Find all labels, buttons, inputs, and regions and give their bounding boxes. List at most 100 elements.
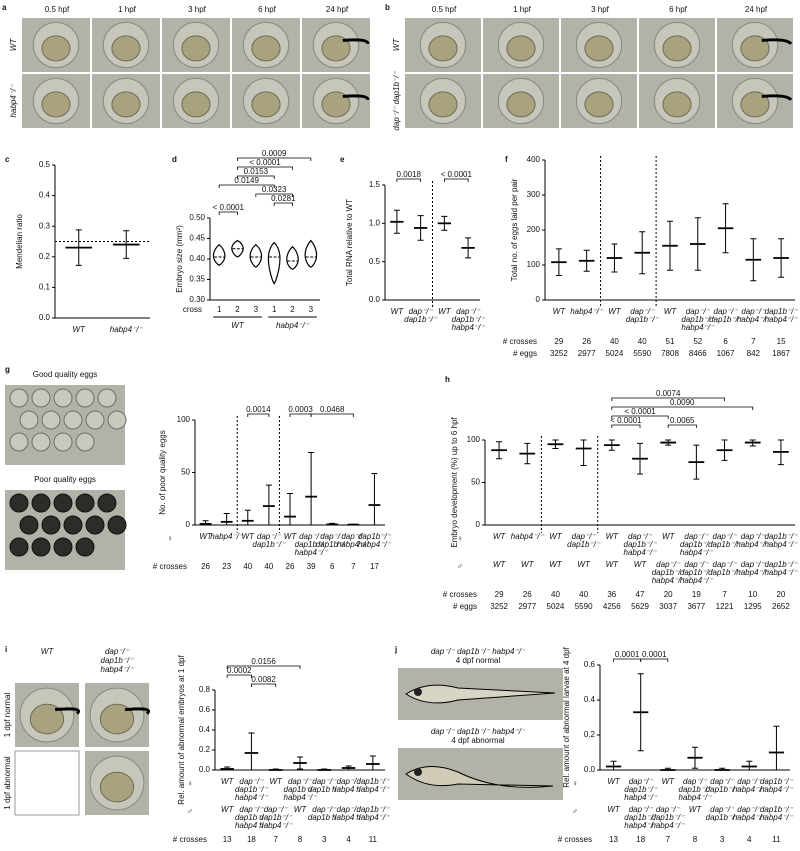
significance-bracket <box>226 674 252 678</box>
category-label: WT <box>689 805 703 814</box>
category-label: habp4⁻/⁻ <box>511 532 545 541</box>
category-label: WT <box>662 532 676 541</box>
category-label: dap⁻/⁻ <box>741 307 766 316</box>
embryo <box>251 35 281 62</box>
category-label: habp4⁻/⁻ <box>733 785 767 794</box>
category-label: dap1b⁻/⁻ <box>316 540 350 549</box>
violin <box>249 243 263 268</box>
significance-bracket <box>611 415 669 419</box>
y-tick-label: 0.40 <box>189 254 205 263</box>
row-label: 1 dpf abnormal <box>3 756 12 810</box>
embryo <box>111 91 141 118</box>
y-axis-label: Rel. amount of abnormal embryos at 1 dpf <box>177 655 186 805</box>
category-label: WT <box>606 532 620 541</box>
y-tick-label: 0 <box>476 520 481 529</box>
category-label: WT <box>493 560 507 569</box>
count-value: 26 <box>582 337 591 346</box>
category-label: dap1b⁻/⁻ <box>765 307 799 316</box>
category-label: habp4⁻/⁻ <box>765 315 799 324</box>
category-label: dap1b⁻/⁻ <box>259 813 293 822</box>
category-label: dap1b⁻/⁻ <box>652 568 686 577</box>
eye <box>414 688 422 696</box>
egg <box>63 410 83 430</box>
y-tick-label: 0.0 <box>584 765 596 774</box>
count-value: 7 <box>722 590 727 599</box>
category-label: dap1b⁻/⁻ <box>308 813 342 822</box>
category-label: WT <box>294 805 308 814</box>
significance-bracket <box>613 658 642 662</box>
category-label: habp4⁻/⁻ <box>680 548 714 557</box>
category-label: dap1b⁻/⁻ <box>760 777 794 786</box>
category-label: WT <box>662 777 676 786</box>
violin <box>212 243 226 266</box>
y-tick-label: 0.2 <box>39 252 51 261</box>
sex-label: ♀ <box>572 779 578 788</box>
category-label: dap⁻/⁻ <box>341 532 366 541</box>
count-value: 8 <box>693 835 698 844</box>
y-axis-label: Embryo development (%) up to 6 hpf <box>450 417 459 548</box>
count-value: 26 <box>201 562 210 571</box>
category-label: WT <box>577 560 591 569</box>
category-label: WT <box>634 560 648 569</box>
embryo <box>506 35 536 62</box>
category-label: dap⁻/⁻ <box>337 805 362 814</box>
sex-label: ♀ <box>187 779 193 788</box>
count-value: 26 <box>523 590 532 599</box>
category-label: WT <box>199 532 213 541</box>
category-label: dap⁻/⁻ <box>312 805 337 814</box>
photo-caption: dap⁻/⁻ dap1b⁻/⁻ habp4⁻/⁻ <box>431 647 526 656</box>
category-label: dap1b⁻/⁻ <box>452 315 486 324</box>
embryo <box>29 703 65 735</box>
y-tick-label: 300 <box>527 190 541 199</box>
y-tick-label: 100 <box>527 260 541 269</box>
count-value: 51 <box>666 337 675 346</box>
count-value: 19 <box>692 590 701 599</box>
violin <box>286 245 299 270</box>
significance-bracket <box>237 175 275 179</box>
error-bar <box>265 484 272 526</box>
category-label: WT <box>391 307 405 316</box>
category-label: dap⁻/⁻ <box>656 560 681 569</box>
count-value: 4256 <box>603 602 621 611</box>
y-tick-label: 0.0 <box>199 765 211 774</box>
egg <box>9 388 29 408</box>
count-value: 15 <box>777 337 786 346</box>
category-label: habp4⁻/⁻ <box>110 325 144 334</box>
p-value: 0.0468 <box>320 405 345 414</box>
row-label: WT <box>392 38 401 52</box>
category-label: dap⁻/⁻ <box>409 307 434 316</box>
p-value: 0.0149 <box>234 176 259 185</box>
sex-label: ♀ <box>457 534 463 543</box>
y-tick-label: 0.4 <box>584 695 596 704</box>
category-label: habp4⁻/⁻ <box>452 323 486 332</box>
significance-bracket <box>218 184 275 188</box>
y-tick-label: 50 <box>181 468 190 477</box>
y-tick-label: 0.50 <box>189 213 205 222</box>
column-label: 6 hpf <box>258 5 277 14</box>
sex-label: ♂ <box>457 562 463 571</box>
egg <box>31 388 51 408</box>
count-value: 26 <box>286 562 295 571</box>
category-label: dap1b⁻/⁻ <box>235 813 269 822</box>
embryo <box>740 91 770 118</box>
category-label: habp4⁻/⁻ <box>764 568 798 577</box>
y-tick-label: 1.0 <box>369 218 381 227</box>
count-value: 3677 <box>687 602 705 611</box>
category-label: habp4⁻/⁻ <box>760 813 794 822</box>
category-label: dap1b⁻/⁻ <box>358 532 392 541</box>
photo-caption: 4 dpf abnormal <box>451 736 505 745</box>
category-label: dap⁻/⁻ <box>264 805 289 814</box>
y-tick-label: 0.2 <box>199 745 211 754</box>
embryo <box>99 771 135 803</box>
p-value: 0.0074 <box>656 389 681 398</box>
count-label: # crosses <box>443 590 477 599</box>
embryo <box>428 91 458 118</box>
panel-label: h <box>445 375 450 384</box>
egg <box>85 515 105 535</box>
y-tick-label: 1.5 <box>369 180 381 189</box>
significance-bracket <box>218 211 238 215</box>
egg <box>53 432 73 452</box>
group-label: habp4⁻/⁻ <box>276 321 310 330</box>
significance-bracket <box>237 157 312 161</box>
